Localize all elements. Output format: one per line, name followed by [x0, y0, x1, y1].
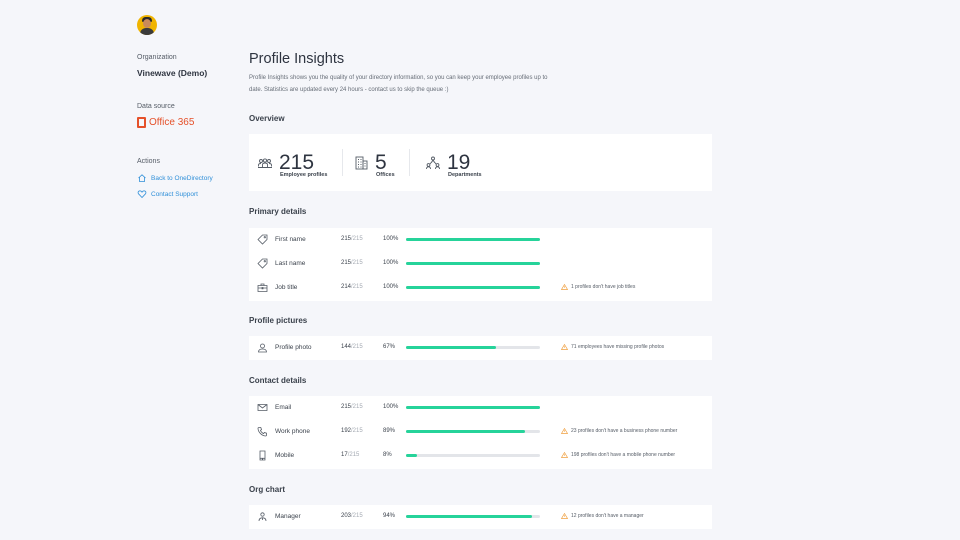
warning-icon	[561, 428, 568, 434]
primary-details-title: Primary details	[249, 207, 307, 216]
job-title-progress-bar	[406, 286, 540, 289]
row-manager: Manager 203/215 94% 12 profiles don't ha…	[249, 505, 712, 529]
tag-icon	[257, 234, 268, 245]
contact-support-link[interactable]: Contact Support	[137, 189, 198, 199]
manager-percent: 94%	[383, 513, 396, 519]
email-percent: 100%	[383, 404, 399, 410]
profile-photo-label: Profile photo	[275, 344, 312, 351]
heart-icon	[137, 190, 147, 199]
building-icon	[355, 156, 368, 169]
employee-profiles-label: Employee profiles	[280, 172, 328, 178]
profile-pictures-card: Profile photo 144/215 67% 71 employees h…	[249, 336, 712, 360]
home-icon	[138, 174, 146, 182]
overview-title: Overview	[249, 114, 285, 123]
people-icon	[258, 157, 272, 168]
profile-photo-warning: 71 employees have missing profile photos	[561, 344, 664, 350]
profile-photo-progress-bar	[406, 346, 540, 349]
row-first-name: First name 215/215 100%	[249, 228, 712, 252]
overview-card: 215 Employee profiles 5 Offices 19 Depar…	[249, 134, 712, 191]
profile-photo-count: 144/215	[341, 344, 363, 350]
row-email: Email 215/215 100%	[249, 396, 712, 420]
back-to-onedirectory-label: Back to OneDirectory	[151, 174, 213, 182]
warning-icon	[561, 513, 568, 519]
warning-icon	[561, 452, 568, 458]
first-name-label: First name	[275, 236, 306, 243]
job-title-warning: 1 profiles don't have job titles	[561, 284, 635, 290]
warning-icon	[561, 344, 568, 350]
job-title-label: Job title	[275, 284, 298, 291]
manager-label: Manager	[275, 513, 301, 520]
profile-photo-percent: 67%	[383, 344, 396, 350]
page-description: Profile Insights shows you the quality o…	[249, 75, 548, 93]
email-progress-bar	[406, 406, 540, 409]
avatar[interactable]	[137, 15, 157, 35]
mobile-icon	[259, 450, 266, 461]
organization-label: Organization	[137, 54, 177, 61]
stat-departments: 19 Departments	[425, 134, 482, 191]
work-phone-percent: 89%	[383, 428, 396, 434]
warning-icon	[561, 284, 568, 290]
sidebar: Organization Vinewave (Demo) Data source…	[0, 0, 230, 540]
mobile-label: Mobile	[275, 452, 295, 459]
mobile-warning: 198 profiles don't have a mobile phone n…	[561, 452, 675, 458]
work-phone-label: Work phone	[275, 428, 310, 435]
manager-icon	[258, 512, 267, 522]
actions-label: Actions	[137, 158, 160, 165]
envelope-icon	[257, 404, 268, 411]
organization-name: Vinewave (Demo)	[137, 68, 208, 78]
page-title: Profile Insights	[249, 51, 345, 67]
departments-label: Departments	[448, 172, 482, 178]
org-chart-card: Manager 203/215 94% 12 profiles don't ha…	[249, 505, 712, 529]
divider	[409, 149, 410, 176]
phone-icon	[257, 427, 267, 437]
mobile-percent: 8%	[383, 452, 392, 458]
contact-details-title: Contact details	[249, 376, 307, 385]
manager-progress-bar	[406, 515, 540, 518]
contact-details-card: Email 215/215 100% Work phone 192/215 89…	[249, 396, 712, 469]
office365-logo: Office 365	[137, 117, 194, 128]
row-mobile: Mobile 17/215 8% 198 profiles don't have…	[249, 444, 712, 468]
email-label: Email	[275, 404, 292, 411]
row-job-title: Job title 214/215 100% 1 profiles don't …	[249, 276, 712, 300]
job-title-percent: 100%	[383, 284, 399, 290]
office-icon	[137, 117, 146, 128]
last-name-count: 215/215	[341, 260, 363, 266]
mobile-count: 17/215	[341, 452, 360, 458]
employee-profiles-count: 215	[279, 151, 315, 174]
departments-count: 19	[447, 151, 471, 174]
org-chart-title: Org chart	[249, 485, 286, 494]
photo-icon	[258, 343, 267, 353]
stat-employee-profiles: 215 Employee profiles	[257, 134, 327, 191]
last-name-percent: 100%	[383, 260, 399, 266]
tag-icon	[257, 258, 268, 269]
row-last-name: Last name 215/215 100%	[249, 252, 712, 276]
first-name-count: 215/215	[341, 236, 363, 242]
email-count: 215/215	[341, 404, 363, 410]
briefcase-icon	[257, 283, 268, 292]
row-work-phone: Work phone 192/215 89% 23 profiles don't…	[249, 420, 712, 444]
primary-details-card: First name 215/215 100% Last name 215/21…	[249, 228, 712, 301]
contact-support-label: Contact Support	[151, 190, 198, 198]
row-profile-photo: Profile photo 144/215 67% 71 employees h…	[249, 336, 712, 360]
data-source-name: Office 365	[149, 117, 195, 128]
last-name-progress-bar	[406, 262, 540, 265]
manager-warning: 12 profiles don't have a manager	[561, 513, 644, 519]
first-name-progress-bar	[406, 238, 540, 241]
back-to-onedirectory-link[interactable]: Back to OneDirectory	[137, 173, 213, 183]
offices-count: 5	[375, 151, 387, 174]
org-icon	[426, 156, 440, 169]
manager-count: 203/215	[341, 513, 363, 519]
offices-label: Offices	[376, 172, 395, 178]
work-phone-progress-bar	[406, 430, 540, 433]
work-phone-count: 192/215	[341, 428, 363, 434]
divider	[342, 149, 343, 176]
mobile-progress-bar	[406, 454, 540, 457]
first-name-percent: 100%	[383, 236, 399, 242]
job-title-count: 214/215	[341, 284, 363, 290]
data-source-label: Data source	[137, 103, 175, 110]
work-phone-warning: 23 profiles don't have a business phone …	[561, 428, 677, 434]
last-name-label: Last name	[275, 260, 306, 267]
stat-offices: 5 Offices	[353, 134, 395, 191]
profile-pictures-title: Profile pictures	[249, 316, 308, 325]
